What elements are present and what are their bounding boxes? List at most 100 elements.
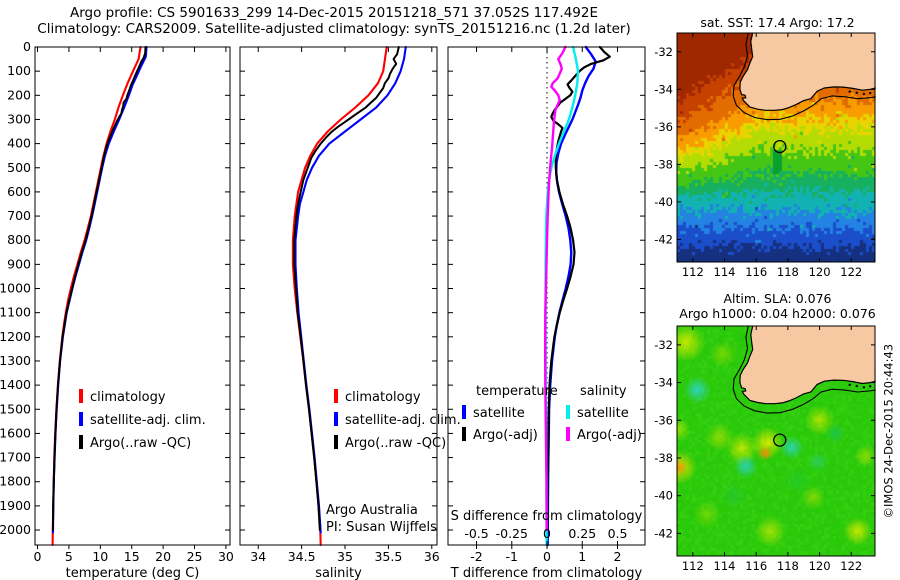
svg-text:112: 112: [682, 559, 704, 573]
legend-color-mark: [79, 389, 83, 403]
legend-color-mark: [334, 389, 338, 403]
svg-text:20: 20: [155, 549, 171, 564]
svg-text:0: 0: [543, 526, 551, 541]
svg-text:1700: 1700: [0, 450, 31, 465]
sla-map-overlay: 112 114 116 118 120 122 -32 -34 -36 -38 -40 -42: [654, 325, 876, 573]
svg-text:0: 0: [34, 549, 42, 564]
pi-text: PI: Susan Wijffels: [326, 520, 437, 535]
sst-map: 112 114 116 118 120 122 -32 -34 -36 -38 -40 -42: [647, 23, 900, 285]
legend-color-mark: [334, 412, 338, 426]
sst-map-title: sat. SST: 17.4 Argo: 17.2: [700, 15, 855, 30]
legend-color-mark: [462, 427, 466, 441]
profile-location-marker: [773, 139, 787, 154]
legend-color-mark: [566, 427, 570, 441]
sst-map-overlay: 112 114 116 118 120 122 -32 -34 -36 -38 -40 -42: [654, 32, 876, 279]
svg-text:114: 114: [714, 559, 736, 573]
legend-item: climatology: [334, 386, 461, 409]
svg-text:34.5: 34.5: [288, 549, 316, 564]
panel-temperature: 0 5 10 15 20 25 300100200300400500600700800900…: [0, 39, 234, 564]
svg-text:1300: 1300: [0, 353, 31, 368]
svg-text:1000: 1000: [0, 281, 31, 296]
series-argo-adj-t: [546, 45, 611, 532]
copyright-text: ©IMOS 24-Dec-2015 20:44:43: [881, 343, 896, 519]
svg-text:116: 116: [745, 265, 767, 279]
series-satellite-s: [544, 45, 580, 547]
svg-text:122: 122: [840, 559, 862, 573]
series-argo-raw-qc-: [51, 46, 147, 531]
svg-text:-32: -32: [654, 45, 673, 59]
legend-column-header: salinity: [580, 384, 627, 399]
svg-text:800: 800: [7, 232, 31, 247]
land-polygon: [739, 33, 876, 111]
svg-text:118: 118: [777, 559, 799, 573]
legend-item: satellite-adj. clim.: [79, 409, 206, 432]
svg-text:1: 1: [578, 549, 586, 564]
svg-text:120: 120: [809, 265, 831, 279]
legend-item-label: satellite: [577, 406, 629, 421]
legend-item-label: Argo(-adj): [473, 428, 538, 443]
svg-text:-36: -36: [654, 120, 673, 134]
svg-text:1100: 1100: [0, 305, 31, 320]
legend-item-label: climatology: [345, 390, 421, 405]
legend-item: climatology: [79, 386, 206, 409]
svg-text:-38: -38: [654, 157, 673, 171]
series-climatology: [291, 45, 388, 547]
svg-text:0.25: 0.25: [568, 526, 596, 541]
svg-text:0: 0: [543, 549, 551, 564]
salinity-axis-label: salinity: [315, 566, 362, 580]
series-satellite-adj-clim-: [51, 45, 148, 534]
svg-text:-38: -38: [654, 451, 673, 465]
coastline: [739, 32, 876, 111]
series-argo-raw-qc-: [293, 46, 400, 531]
svg-text:900: 900: [7, 256, 31, 271]
svg-text:100: 100: [7, 63, 31, 78]
svg-text:1500: 1500: [0, 401, 31, 416]
svg-text:0.5: 0.5: [608, 526, 628, 541]
svg-text:5: 5: [65, 549, 73, 564]
legend-item: Argo(-adj): [462, 425, 566, 447]
svg-text:118: 118: [777, 265, 799, 279]
svg-text:200: 200: [7, 87, 31, 102]
svg-text:-40: -40: [654, 195, 673, 209]
legend-color-mark: [79, 412, 83, 426]
legend-item-label: Argo(..raw -QC): [345, 436, 447, 451]
figure-title: Argo profile: CS 5901633_299 14-Dec-2015…: [69, 5, 599, 21]
svg-text:500: 500: [7, 160, 31, 175]
panel-difference: -2 -1 0 1 2 -0.5 -0.25 0 0.25 0.5: [447, 45, 646, 564]
legend-item: Argo(-adj): [566, 425, 670, 447]
svg-text:-34: -34: [654, 82, 673, 96]
svg-text:-42: -42: [654, 232, 673, 246]
difference-legend-salinity-column: salinity satellite Argo(-adj): [566, 381, 670, 447]
temperature-axis-label: temperature (deg C): [65, 566, 200, 580]
shelf-contour: [732, 32, 876, 121]
profile-location-marker: [773, 433, 787, 447]
svg-text:2000: 2000: [0, 522, 31, 537]
svg-text:114: 114: [714, 265, 736, 279]
sla-map: 112 114 116 118 120 122 -32 -34 -36 -38 -40 -42: [647, 316, 900, 579]
legend-item: satellite: [566, 403, 670, 425]
temperature-legend: climatology satellite-adj. clim. Argo(..…: [79, 386, 206, 455]
legend-column-header: temperature: [476, 384, 558, 399]
land-polygon: [739, 326, 876, 404]
sla-map-subtitle: Argo h1000: 0.04 h2000: 0.076: [679, 306, 876, 321]
svg-text:-42: -42: [654, 526, 673, 540]
svg-text:-34: -34: [654, 376, 673, 390]
svg-text:-2: -2: [470, 549, 482, 564]
legend-item: satellite-adj. clim.: [334, 409, 461, 432]
t-difference-axis-label: T difference from climatology: [450, 566, 643, 580]
svg-text:-0.25: -0.25: [496, 526, 528, 541]
legend-color-mark: [79, 435, 83, 449]
svg-text:116: 116: [745, 559, 767, 573]
difference-legend: temperature satellite Argo(-adj) salinit…: [462, 381, 670, 447]
svg-text:122: 122: [840, 265, 862, 279]
svg-text:1800: 1800: [0, 474, 31, 489]
svg-text:0: 0: [23, 39, 31, 54]
legend-color-mark: [334, 435, 338, 449]
difference-legend-temperature-column: temperature satellite Argo(-adj): [462, 381, 566, 447]
svg-text:1200: 1200: [0, 329, 31, 344]
svg-text:10: 10: [92, 549, 108, 564]
svg-text:2: 2: [614, 549, 622, 564]
legend-item-label: satellite-adj. clim.: [90, 413, 206, 428]
svg-text:34: 34: [250, 549, 266, 564]
